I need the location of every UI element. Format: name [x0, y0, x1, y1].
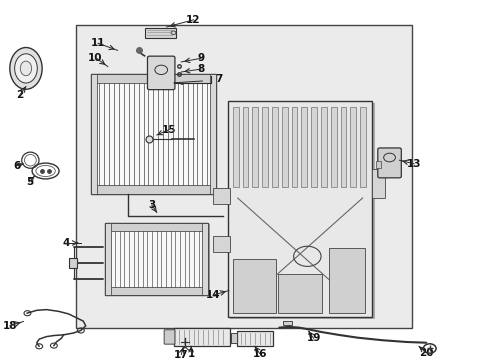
Ellipse shape — [10, 48, 42, 89]
Ellipse shape — [20, 61, 32, 76]
Text: 7: 7 — [198, 76, 206, 86]
Bar — [91, 74, 216, 83]
Bar — [372, 169, 385, 198]
Bar — [321, 107, 327, 187]
Bar — [350, 107, 356, 187]
Text: 14: 14 — [206, 290, 220, 300]
Bar — [237, 331, 273, 346]
Bar — [91, 74, 97, 194]
Bar — [174, 328, 230, 346]
Bar — [105, 223, 111, 295]
Text: 11: 11 — [91, 38, 105, 48]
Text: 8: 8 — [197, 64, 204, 74]
Text: 3: 3 — [148, 200, 155, 210]
Bar — [360, 107, 366, 187]
Bar — [329, 248, 365, 313]
Bar — [230, 103, 375, 319]
Bar — [76, 25, 412, 328]
Bar — [376, 161, 381, 168]
Text: 18: 18 — [2, 321, 17, 331]
Text: 17: 17 — [174, 350, 189, 360]
Bar — [282, 107, 288, 187]
Bar — [91, 74, 216, 194]
Bar — [228, 101, 372, 317]
Text: 2: 2 — [16, 90, 23, 100]
FancyBboxPatch shape — [164, 330, 175, 344]
Bar — [105, 223, 208, 295]
Bar — [283, 321, 292, 325]
Text: 7: 7 — [216, 74, 223, 84]
Bar — [292, 107, 297, 187]
Bar — [105, 287, 208, 295]
Bar — [233, 259, 276, 313]
Bar — [210, 74, 216, 194]
Bar — [107, 224, 210, 296]
Bar — [92, 75, 217, 195]
Text: 1: 1 — [188, 348, 195, 359]
Text: 12: 12 — [186, 15, 201, 25]
Bar — [278, 274, 322, 313]
Text: 20: 20 — [419, 348, 434, 358]
Bar — [145, 28, 176, 38]
Bar — [262, 107, 268, 187]
Bar — [105, 223, 208, 231]
Bar — [231, 333, 237, 343]
Bar — [331, 107, 337, 187]
Text: 4: 4 — [62, 238, 70, 248]
FancyBboxPatch shape — [147, 56, 175, 90]
Text: 13: 13 — [407, 159, 421, 169]
Text: 16: 16 — [252, 348, 267, 359]
Bar — [202, 223, 208, 295]
Bar — [311, 107, 317, 187]
Text: 19: 19 — [306, 333, 321, 343]
Text: 10: 10 — [88, 53, 103, 63]
Bar — [213, 188, 230, 204]
FancyBboxPatch shape — [378, 148, 401, 178]
Bar — [243, 107, 248, 187]
Text: 9: 9 — [197, 53, 204, 63]
Text: 15: 15 — [162, 125, 176, 135]
Ellipse shape — [15, 54, 37, 83]
Text: 5: 5 — [26, 177, 33, 187]
Text: 6: 6 — [14, 161, 21, 171]
Bar — [341, 107, 346, 187]
Bar — [69, 258, 77, 268]
Bar — [233, 107, 239, 187]
Bar — [301, 107, 307, 187]
Bar — [272, 107, 278, 187]
Bar — [91, 185, 216, 194]
Bar — [213, 236, 230, 252]
Bar — [252, 107, 258, 187]
